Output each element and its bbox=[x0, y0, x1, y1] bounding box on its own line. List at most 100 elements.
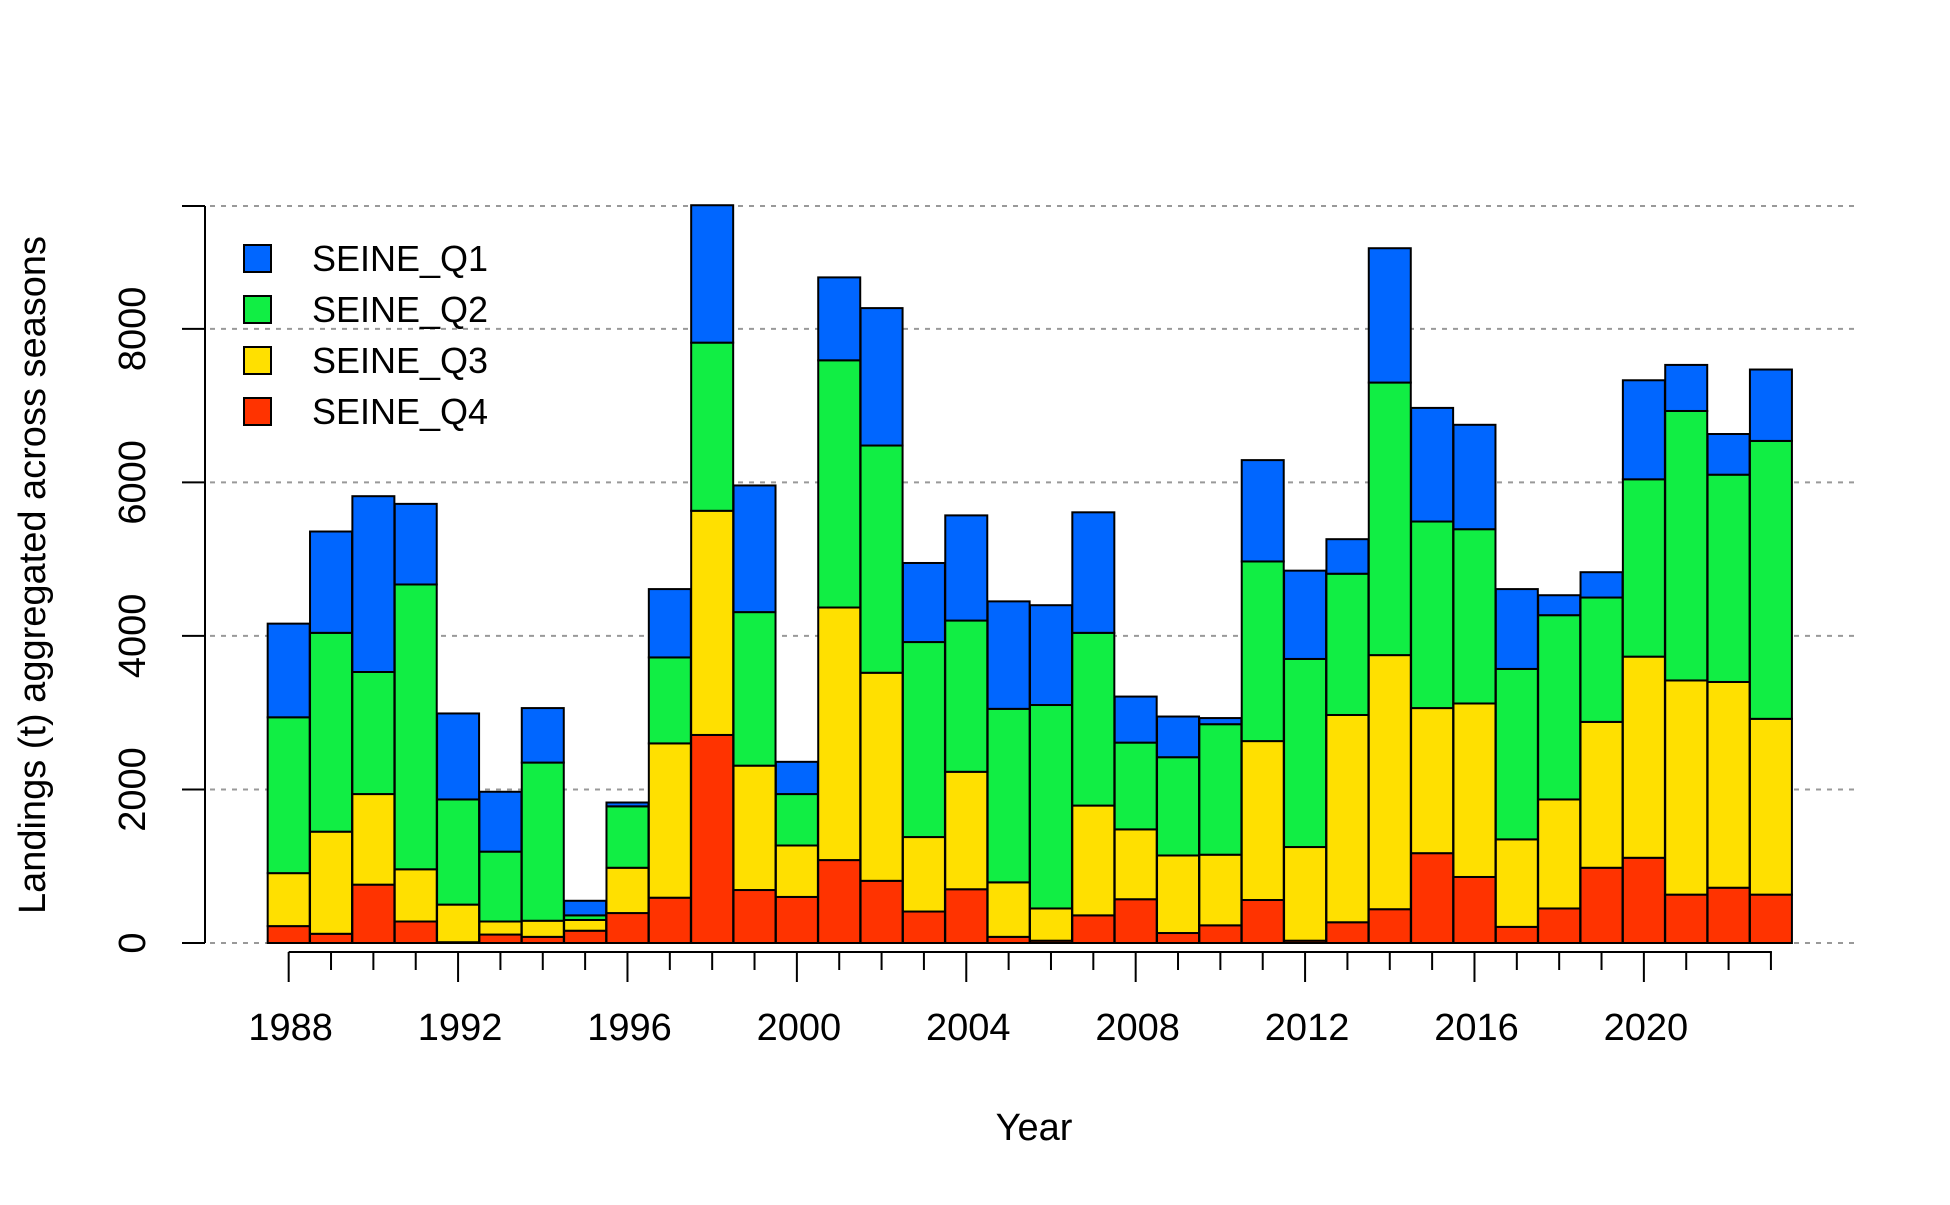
bar-segment-seine-q1-2022 bbox=[1706, 433, 1751, 476]
bar-segment-seine-q3-2014 bbox=[1367, 654, 1412, 911]
x-tick-label: 2008 bbox=[1095, 1007, 1180, 1049]
bar-segment-seine-q2-1991 bbox=[393, 583, 438, 871]
bar-segment-seine-q1-1990 bbox=[351, 495, 396, 673]
bar-segment-seine-q1-2018 bbox=[1537, 594, 1582, 617]
bar-segment-seine-q1-1989 bbox=[309, 530, 354, 634]
bar-segment-seine-q1-2000 bbox=[774, 760, 819, 796]
bar-segment-seine-q2-1990 bbox=[351, 670, 396, 796]
bar-segment-seine-q1-1995 bbox=[563, 899, 608, 917]
bar-segment-seine-q4-1993 bbox=[478, 933, 523, 945]
bar-segment-seine-q4-1998 bbox=[690, 733, 735, 945]
bar-segment-seine-q3-1995 bbox=[563, 918, 608, 932]
bar-segment-seine-q2-2006 bbox=[1028, 704, 1073, 910]
legend-swatch-seine-q4 bbox=[243, 397, 272, 426]
bar-segment-seine-q1-2019 bbox=[1579, 571, 1624, 599]
x-tick-label: 1988 bbox=[248, 1007, 333, 1049]
bar-segment-seine-q3-1988 bbox=[266, 872, 311, 928]
bar-segment-seine-q2-2017 bbox=[1494, 667, 1539, 841]
bar-segment-seine-q4-2013 bbox=[1325, 921, 1370, 944]
bar-segment-seine-q4-2007 bbox=[1071, 914, 1116, 944]
bar-segment-seine-q1-2016 bbox=[1452, 423, 1497, 531]
bar-segment-seine-q2-2020 bbox=[1621, 478, 1666, 658]
bar-segment-seine-q4-2016 bbox=[1452, 875, 1497, 945]
bar-segment-seine-q4-2023 bbox=[1748, 893, 1793, 945]
bar-segment-seine-q1-2014 bbox=[1367, 247, 1412, 384]
bar-segment-seine-q2-2023 bbox=[1748, 439, 1793, 720]
bar-segment-seine-q2-2003 bbox=[901, 641, 946, 839]
bar-segment-seine-q3-2018 bbox=[1537, 798, 1582, 910]
bar-segment-seine-q3-2023 bbox=[1748, 717, 1793, 896]
bar-segment-seine-q2-2019 bbox=[1579, 596, 1624, 723]
bar-segment-seine-q2-2013 bbox=[1325, 572, 1370, 716]
bar-segment-seine-q3-2019 bbox=[1579, 720, 1624, 869]
bar-segment-seine-q4-1999 bbox=[732, 889, 777, 945]
bar-segment-seine-q2-1996 bbox=[605, 805, 650, 869]
bar-segment-seine-q4-2017 bbox=[1494, 925, 1539, 944]
bar-segment-seine-q4-1997 bbox=[647, 896, 692, 944]
legend-swatch-seine-q1 bbox=[243, 244, 272, 273]
bar-segment-seine-q4-2014 bbox=[1367, 908, 1412, 944]
bar-segment-seine-q4-2001 bbox=[817, 859, 862, 945]
bar-segment-seine-q1-1999 bbox=[732, 484, 777, 614]
bar-segment-seine-q3-2021 bbox=[1664, 679, 1709, 896]
bar-segment-seine-q1-2003 bbox=[901, 561, 946, 644]
bar-segment-seine-q3-2013 bbox=[1325, 713, 1370, 924]
x-tick-label: 2016 bbox=[1434, 1007, 1519, 1049]
bar-segment-seine-q3-2000 bbox=[774, 844, 819, 898]
bar-segment-seine-q2-2002 bbox=[859, 444, 904, 674]
legend-swatch-seine-q3 bbox=[243, 346, 272, 375]
y-axis-title: Landings (t) aggregated across seasons bbox=[12, 236, 54, 914]
bar-segment-seine-q2-2000 bbox=[774, 793, 819, 847]
bar-segment-seine-q4-2000 bbox=[774, 895, 819, 944]
bar-segment-seine-q3-2016 bbox=[1452, 702, 1497, 878]
bar-segment-seine-q3-1989 bbox=[309, 830, 354, 935]
bar-segment-seine-q1-2007 bbox=[1071, 511, 1116, 634]
bar-segment-seine-q3-1998 bbox=[690, 509, 735, 736]
bar-segment-seine-q4-2010 bbox=[1198, 924, 1243, 945]
bar-segment-seine-q3-2017 bbox=[1494, 838, 1539, 928]
bar-segment-seine-q4-1988 bbox=[266, 925, 311, 944]
bar-segment-seine-q2-2010 bbox=[1198, 723, 1243, 856]
bar-segment-seine-q2-1989 bbox=[309, 631, 354, 833]
bar-segment-seine-q1-2005 bbox=[986, 600, 1031, 710]
bar-segment-seine-q2-2001 bbox=[817, 359, 862, 609]
bar-segment-seine-q3-2011 bbox=[1240, 740, 1285, 902]
bar-segment-seine-q3-2004 bbox=[944, 770, 989, 891]
bar-segment-seine-q3-1994 bbox=[520, 919, 565, 938]
bar-segment-seine-q2-1993 bbox=[478, 850, 523, 923]
legend: SEINE_Q1 SEINE_Q2 SEINE_Q3 SEINE_Q4 bbox=[243, 238, 488, 432]
bar-segment-seine-q2-2018 bbox=[1537, 614, 1582, 801]
bar-segment-seine-q1-2020 bbox=[1621, 379, 1666, 481]
bar-segment-seine-q2-2012 bbox=[1283, 657, 1328, 849]
bar-segment-seine-q1-2010 bbox=[1198, 717, 1243, 726]
bar-segment-seine-q3-1992 bbox=[436, 903, 481, 944]
bar-segment-seine-q1-2012 bbox=[1283, 569, 1328, 660]
bar-segment-seine-q2-2005 bbox=[986, 707, 1031, 884]
bar-segment-seine-q4-2004 bbox=[944, 888, 989, 945]
bar-segment-seine-q3-1991 bbox=[393, 868, 438, 923]
bar-segment-seine-q1-2001 bbox=[817, 276, 862, 362]
bar-segment-seine-q3-2009 bbox=[1156, 854, 1201, 935]
bar-segment-seine-q3-1990 bbox=[351, 793, 396, 886]
y-tick-label: 4000 bbox=[112, 594, 154, 679]
bar-segment-seine-q2-2011 bbox=[1240, 560, 1285, 743]
bar-segment-seine-q3-2010 bbox=[1198, 853, 1243, 927]
bar-segment-seine-q1-2015 bbox=[1410, 406, 1455, 523]
bar-segment-seine-q4-2003 bbox=[901, 910, 946, 945]
legend-swatch-seine-q2 bbox=[243, 295, 272, 324]
bar-segment-seine-q3-2001 bbox=[817, 606, 862, 862]
x-tick-label: 1996 bbox=[587, 1007, 672, 1049]
bar-segment-seine-q2-1992 bbox=[436, 798, 481, 906]
bar-segment-seine-q2-2004 bbox=[944, 619, 989, 773]
bar-segment-seine-q3-1996 bbox=[605, 866, 650, 915]
bar-segment-seine-q1-1998 bbox=[690, 204, 735, 344]
y-tick-label: 0 bbox=[112, 932, 154, 953]
bar-segment-seine-q3-2003 bbox=[901, 836, 946, 913]
bar-segment-seine-q1-2011 bbox=[1240, 459, 1285, 563]
bar-segment-seine-q4-2022 bbox=[1706, 886, 1751, 944]
bar-segment-seine-q2-2007 bbox=[1071, 631, 1116, 807]
bar-segment-seine-q2-2015 bbox=[1410, 520, 1455, 710]
bar-segment-seine-q3-2020 bbox=[1621, 655, 1666, 859]
bar-segment-seine-q3-2022 bbox=[1706, 680, 1751, 889]
